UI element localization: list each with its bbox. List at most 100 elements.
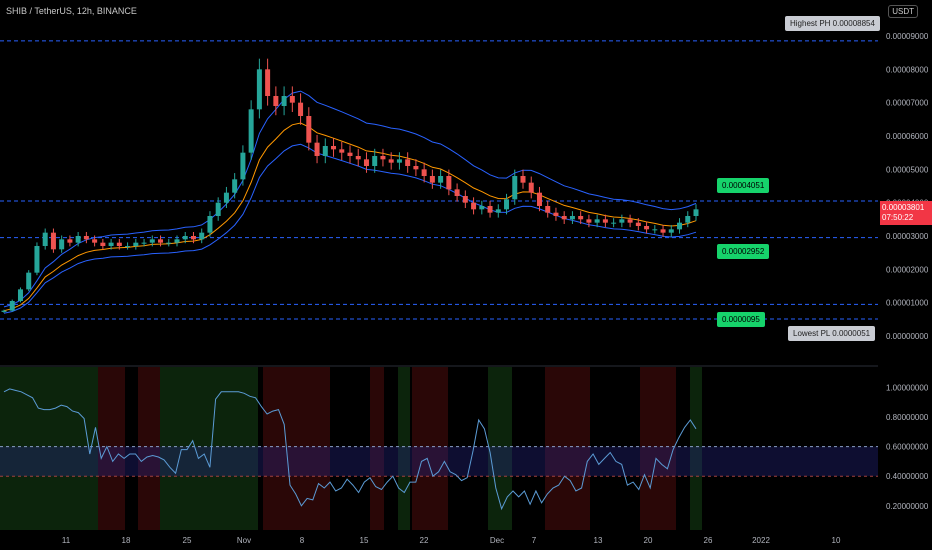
candle-body xyxy=(668,229,674,233)
candle-body xyxy=(67,239,73,243)
price-tick-label: 0.00008000 xyxy=(886,65,929,74)
time-tick-label: 11 xyxy=(62,536,71,545)
oscillator-reference-lines xyxy=(0,446,878,477)
candle-body xyxy=(536,192,542,206)
candle-body xyxy=(133,242,139,246)
candle-body xyxy=(75,236,81,243)
candle-body xyxy=(512,176,518,200)
osc-tick-label: 0.80000000 xyxy=(886,413,929,422)
low-level-tag: 0.0000095 xyxy=(717,312,765,327)
candle-body xyxy=(446,176,452,190)
candle-body xyxy=(331,146,337,150)
lowest-pl-label: Lowest PL 0.0000051 xyxy=(788,326,876,341)
price-tick-label: 0.00003000 xyxy=(886,232,929,241)
candle-body xyxy=(528,182,534,193)
candle-body xyxy=(627,219,633,223)
candle-body xyxy=(462,196,468,203)
candle-body xyxy=(438,176,444,183)
candle-body xyxy=(190,236,196,240)
candle-body xyxy=(405,159,411,166)
candle-body xyxy=(306,116,312,143)
osc-tick-label: 1.00000000 xyxy=(886,383,929,392)
candle-body xyxy=(34,246,40,273)
candle-body xyxy=(363,159,369,166)
osc-zone xyxy=(545,367,590,530)
time-tick-label: 10 xyxy=(832,536,841,545)
time-tick-label: 8 xyxy=(300,536,305,545)
candle-body xyxy=(380,156,386,160)
price-tick-label: 0.00002000 xyxy=(886,265,929,274)
candle-body xyxy=(289,96,295,103)
candle-body xyxy=(141,242,147,244)
time-tick-label: Dec xyxy=(490,536,504,545)
upper-level-tag: 0.00004051 xyxy=(717,178,770,193)
candle-body xyxy=(578,216,584,220)
price-tick-label: 0.00005000 xyxy=(886,165,929,174)
candle-body xyxy=(471,202,477,210)
osc-tick-label: 0.40000000 xyxy=(886,472,929,481)
candle-body xyxy=(545,206,551,213)
candle-body xyxy=(215,202,221,216)
osc-tick-label: 0.20000000 xyxy=(886,502,929,511)
time-tick-label: 20 xyxy=(644,536,653,545)
candle-body xyxy=(42,232,48,246)
candle-body xyxy=(396,159,402,163)
candle-body xyxy=(207,216,213,233)
osc-zone xyxy=(640,367,676,530)
candle-body xyxy=(223,192,229,203)
time-tick-label: 13 xyxy=(594,536,603,545)
candle-body xyxy=(256,69,262,110)
candle-body xyxy=(199,232,205,240)
candle-body xyxy=(652,229,658,231)
candle-body xyxy=(660,229,666,233)
candle-body xyxy=(281,96,287,106)
candle-body xyxy=(240,152,246,180)
symbol-title: SHIB / TetherUS, 12h, BINANCE xyxy=(6,6,137,16)
time-tick-label: 22 xyxy=(420,536,429,545)
candle-body xyxy=(182,236,188,240)
mid-level-tag: 0.00002952 xyxy=(717,244,770,259)
osc-zone xyxy=(412,367,448,530)
candle-body xyxy=(26,272,32,290)
countdown: 07:50:22 xyxy=(882,213,914,222)
candle-body xyxy=(429,176,435,183)
band-upper xyxy=(3,90,697,308)
time-axis: 11 18 25 Nov 8 15 22 Dec 7 13 20 26 2022 10 xyxy=(62,536,841,545)
price-tick-label: 0.00000000 xyxy=(886,332,929,341)
candle-body xyxy=(50,232,56,250)
oscillator-line xyxy=(3,388,697,511)
candle-body xyxy=(635,222,641,226)
candle-body xyxy=(108,242,114,246)
candle-body xyxy=(166,242,172,244)
time-tick-label: 2022 xyxy=(752,536,770,545)
highest-ph-label: Highest PH 0.00008854 xyxy=(785,16,880,31)
candle-body xyxy=(149,239,155,243)
currency-button[interactable]: USDT xyxy=(888,5,918,18)
time-tick-label: 18 xyxy=(122,536,131,545)
candle-body xyxy=(372,156,378,166)
candle-body xyxy=(413,166,419,170)
price-tick-label: 0.00001000 xyxy=(886,299,929,308)
candle-body xyxy=(586,219,592,223)
candle-body xyxy=(685,216,691,223)
time-tick-label: Nov xyxy=(237,536,251,545)
candle-body xyxy=(454,189,460,196)
candle-body xyxy=(92,239,98,243)
osc-zone xyxy=(0,367,98,530)
oscillator-axis: 1.00000000 0.80000000 0.60000000 0.40000000… xyxy=(886,383,929,510)
current-price: 0.00003801 xyxy=(882,203,925,212)
candle-body xyxy=(421,169,427,176)
candle-body xyxy=(265,69,271,96)
osc-zone xyxy=(138,367,160,530)
candle-body xyxy=(677,222,683,230)
price-tick-label: 0.00009000 xyxy=(886,32,929,41)
candle-body xyxy=(273,96,279,106)
candle-body xyxy=(594,219,600,223)
candle-body xyxy=(619,219,625,223)
candle-body xyxy=(569,216,575,220)
osc-zone xyxy=(690,367,702,530)
candle-body xyxy=(83,236,89,240)
candle-body xyxy=(561,216,567,220)
candle-body xyxy=(644,226,650,230)
candle-body xyxy=(322,146,328,156)
